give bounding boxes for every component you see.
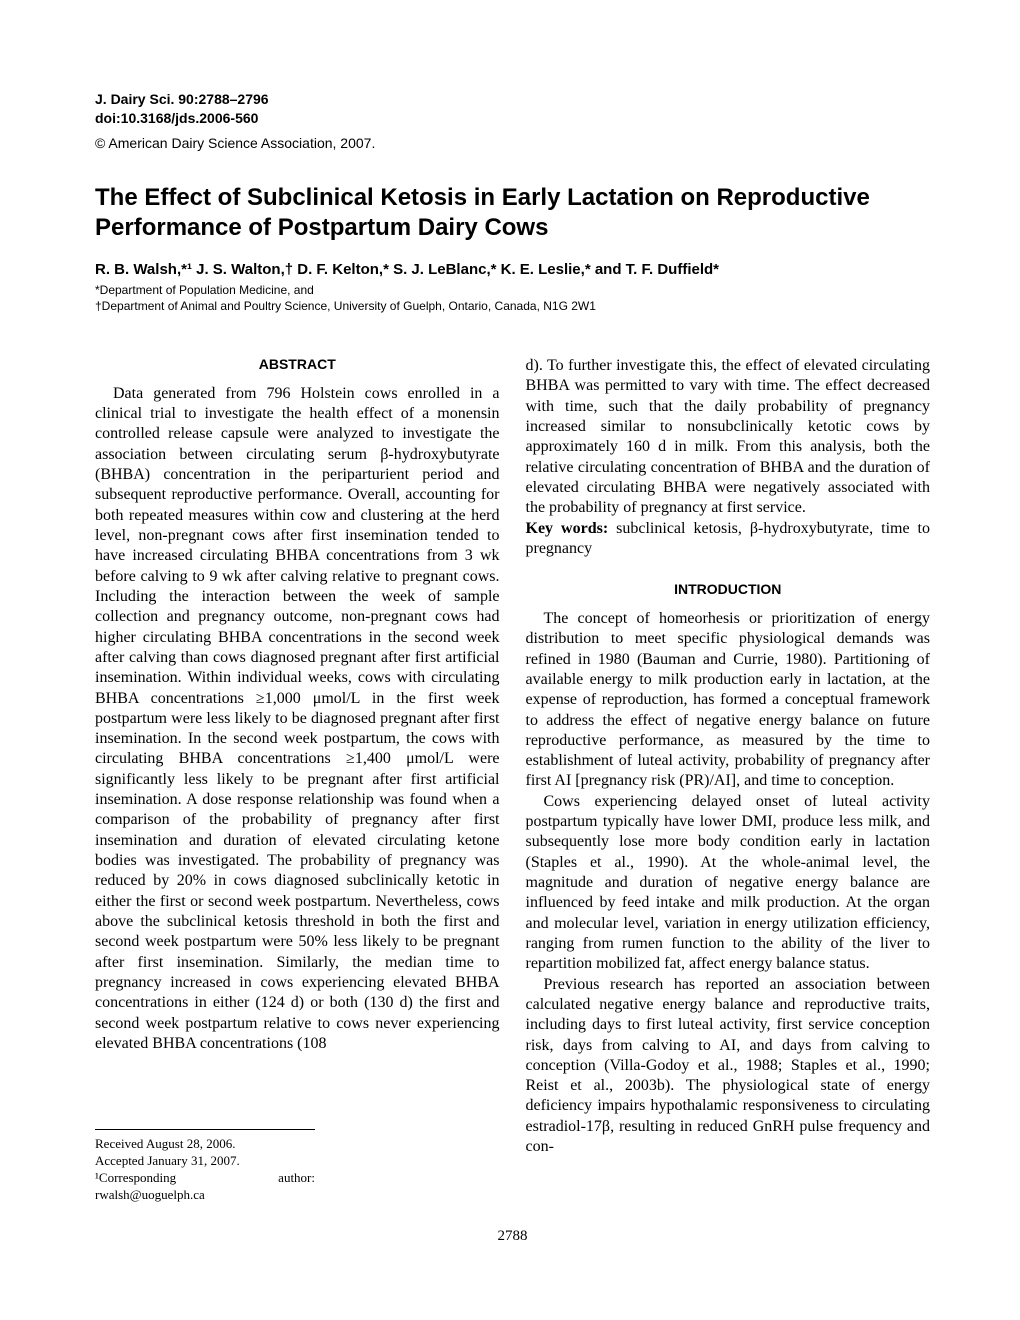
intro-paragraph-3: Previous research has reported an associ… xyxy=(526,975,931,1158)
footnote-accepted: Accepted January 31, 2007. xyxy=(95,1153,315,1170)
footnote-received: Received August 28, 2006. xyxy=(95,1136,315,1153)
affiliations: *Department of Population Medicine, and … xyxy=(95,282,930,314)
journal-citation: J. Dairy Sci. 90:2788–2796 xyxy=(95,90,930,109)
doi: doi:10.3168/jds.2006-560 xyxy=(95,109,930,128)
abstract-heading: ABSTRACT xyxy=(95,356,500,374)
keywords-label: Key words: xyxy=(526,520,609,537)
page-number: 2788 xyxy=(95,1228,930,1245)
keywords-line: Key words: subclinical ketosis, β-hydrox… xyxy=(526,519,931,560)
author-list: R. B. Walsh,*¹ J. S. Walton,† D. F. Kelt… xyxy=(95,261,930,278)
footnotes-block: Received August 28, 2006. Accepted Janua… xyxy=(95,1129,315,1204)
affiliation-2: †Department of Animal and Poultry Scienc… xyxy=(95,298,930,314)
article-title: The Effect of Subclinical Ketosis in Ear… xyxy=(95,183,930,243)
introduction-heading: INTRODUCTION xyxy=(526,581,931,599)
intro-paragraph-1: The concept of homeorhesis or prioritiza… xyxy=(526,609,931,792)
two-column-body: ABSTRACT Data generated from 796 Holstei… xyxy=(95,356,930,1204)
right-column: d). To further investigate this, the eff… xyxy=(526,356,931,1204)
journal-header: J. Dairy Sci. 90:2788–2796 doi:10.3168/j… xyxy=(95,90,930,128)
left-column: ABSTRACT Data generated from 796 Holstei… xyxy=(95,356,500,1204)
footnote-corresponding: ¹Corresponding author: rwalsh@uoguelph.c… xyxy=(95,1170,315,1204)
affiliation-1: *Department of Population Medicine, and xyxy=(95,282,930,298)
abstract-continuation: d). To further investigate this, the eff… xyxy=(526,356,931,519)
journal-page: J. Dairy Sci. 90:2788–2796 doi:10.3168/j… xyxy=(0,0,1020,1285)
intro-paragraph-2: Cows experiencing delayed onset of lutea… xyxy=(526,792,931,975)
copyright-line: © American Dairy Science Association, 20… xyxy=(95,134,930,153)
abstract-text: Data generated from 796 Holstein cows en… xyxy=(95,384,500,1054)
